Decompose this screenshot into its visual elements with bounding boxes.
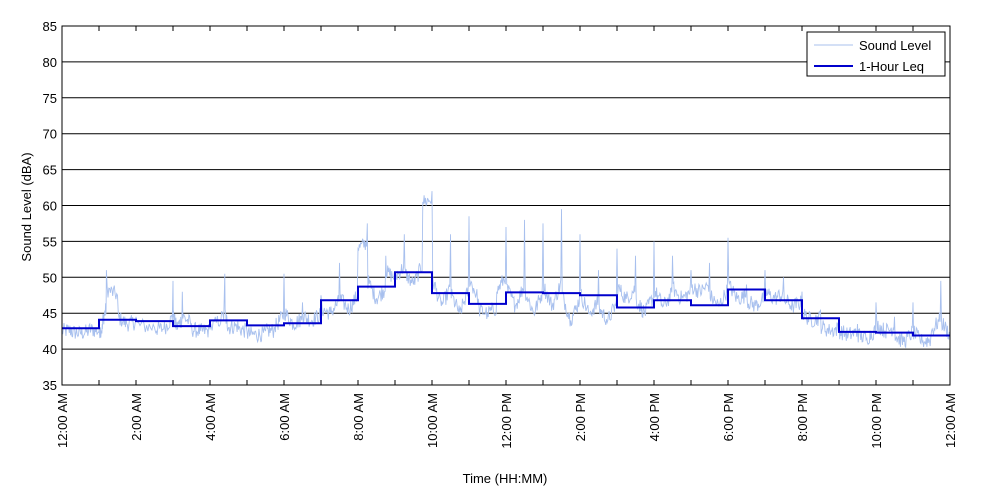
legend-label-leq: 1-Hour Leq xyxy=(859,59,924,74)
x-tick-label: 10:00 PM xyxy=(869,393,884,449)
series-line-1-hour-leq xyxy=(62,271,950,337)
y-tick-label: 55 xyxy=(43,234,57,249)
x-tick-label: 2:00 PM xyxy=(573,393,588,441)
x-axis-title: Time (HH:MM) xyxy=(463,471,548,486)
x-tick-label: 8:00 PM xyxy=(795,393,810,441)
y-tick-label: 75 xyxy=(43,91,57,106)
y-tick-label: 85 xyxy=(43,19,57,34)
x-axis-tick-labels: 12:00 AM 2:00 AM 4:00 AM 6:00 AM 8:00 AM 10:0… xyxy=(55,393,958,449)
x-tick-label: 8:00 AM xyxy=(351,393,366,441)
y-tick-label: 45 xyxy=(43,306,57,321)
x-tick-label: 2:00 AM xyxy=(129,393,144,441)
axis-ticks xyxy=(98,26,914,385)
grid-lines xyxy=(62,61,950,350)
y-tick-label: 60 xyxy=(43,199,57,214)
y-tick-label: 50 xyxy=(43,270,57,285)
x-tick-label: 12:00 AM xyxy=(55,393,70,448)
x-tick-label: 4:00 PM xyxy=(647,393,662,441)
y-tick-label: 70 xyxy=(43,127,57,142)
y-axis-title: Sound Level (dBA) xyxy=(19,152,34,261)
legend-label-sound-level: Sound Level xyxy=(859,38,931,53)
y-tick-label: 65 xyxy=(43,163,57,178)
legend-box xyxy=(806,31,946,77)
y-tick-label: 40 xyxy=(43,342,57,357)
x-tick-label: 6:00 PM xyxy=(721,393,736,441)
y-axis-tick-labels: 35 40 45 50 55 60 65 70 75 80 85 xyxy=(43,19,57,393)
y-tick-label: 35 xyxy=(43,378,57,393)
x-tick-label: 4:00 AM xyxy=(203,393,218,441)
legend: Sound Level 1-Hour Leq xyxy=(806,31,946,77)
x-tick-label: 12:00 AM xyxy=(943,393,958,448)
plot-area xyxy=(61,25,951,386)
x-tick-label: 10:00 AM xyxy=(425,393,440,448)
x-tick-label: 6:00 AM xyxy=(277,393,292,441)
x-tick-label: 12:00 PM xyxy=(499,393,514,449)
y-tick-label: 80 xyxy=(43,55,57,70)
data-layer xyxy=(61,191,951,349)
